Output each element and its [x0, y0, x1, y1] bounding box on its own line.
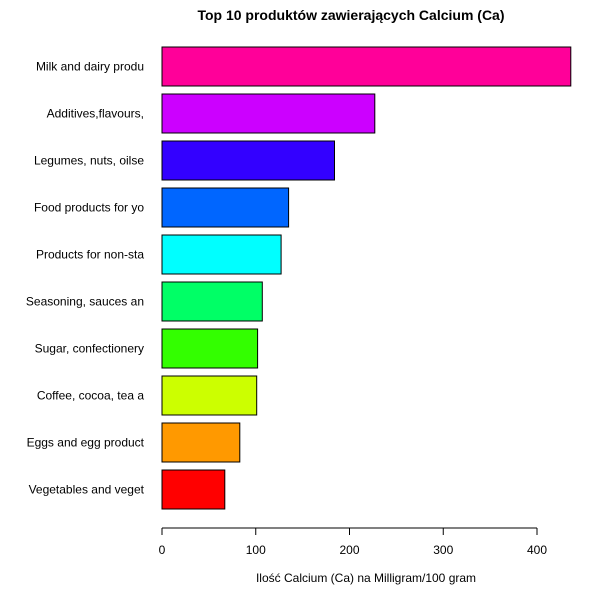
chart-title: Top 10 produktów zawierających Calcium (… — [197, 7, 504, 23]
category-label-6: Seasoning, sauces an — [26, 295, 144, 309]
category-label-7: Sugar, confectionery — [35, 342, 144, 356]
x-tick-label-5: 400 — [527, 543, 547, 557]
bar-5 — [161, 234, 282, 275]
bar-6 — [161, 281, 263, 322]
category-label-4: Food products for yo — [34, 201, 144, 215]
category-label-5: Products for non-sta — [36, 248, 144, 262]
bar-2 — [161, 93, 376, 134]
category-labels-group: Milk and dairy produ Additives,flavours, L… — [26, 60, 145, 497]
bar-9 — [161, 422, 241, 463]
category-label-3: Legumes, nuts, oilse — [34, 154, 144, 168]
bar-8 — [161, 375, 258, 416]
bar-10 — [161, 469, 226, 510]
category-label-8: Coffee, cocoa, tea a — [37, 389, 145, 403]
x-tick-label-1: 0 — [159, 543, 166, 557]
bar-1 — [161, 46, 572, 87]
x-tick-label-2: 100 — [246, 543, 266, 557]
bar-4 — [161, 187, 290, 228]
bar-7 — [161, 328, 259, 369]
category-label-10: Vegetables and veget — [29, 483, 145, 497]
x-tick-label-4: 300 — [433, 543, 453, 557]
category-label-9: Eggs and egg product — [27, 436, 145, 450]
category-label-2: Additives,flavours, — [47, 107, 144, 121]
x-axis-title: Ilość Calcium (Ca) na Milligram/100 gram — [256, 571, 476, 585]
x-tick-label-3: 200 — [339, 543, 359, 557]
bar-3 — [161, 140, 335, 181]
category-label-1: Milk and dairy produ — [36, 60, 144, 74]
x-axis: 0 100 200 300 400 — [159, 527, 547, 557]
bars-group — [161, 46, 572, 510]
